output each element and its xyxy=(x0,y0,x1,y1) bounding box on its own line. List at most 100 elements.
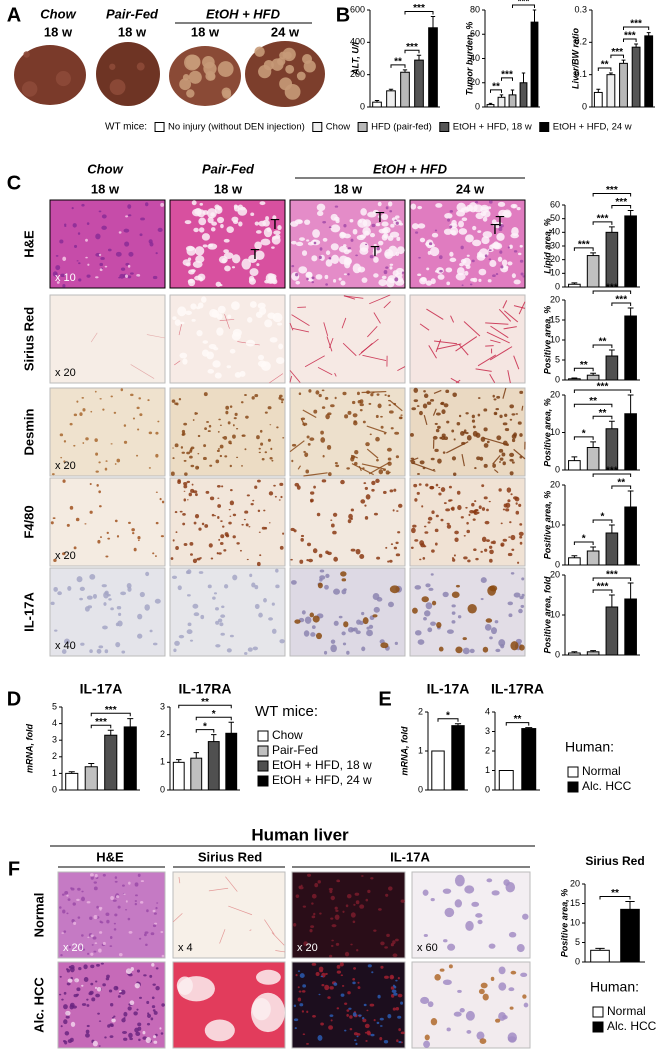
cell xyxy=(61,998,64,1001)
cell xyxy=(426,401,432,405)
error-bar xyxy=(634,43,639,48)
cell xyxy=(352,1012,357,1017)
cell xyxy=(155,986,160,991)
significance-bracket xyxy=(490,89,502,93)
cell xyxy=(137,613,143,620)
cell xyxy=(368,624,374,629)
cell xyxy=(423,934,428,937)
cell xyxy=(484,520,490,525)
cell xyxy=(387,560,390,563)
cell xyxy=(175,531,178,534)
cell xyxy=(198,217,207,226)
cell xyxy=(150,932,155,936)
cell xyxy=(452,558,456,562)
cell xyxy=(102,941,106,946)
cell xyxy=(302,984,307,988)
significance-label: * xyxy=(203,721,207,732)
legend-swatch xyxy=(539,122,550,132)
cell xyxy=(419,237,426,243)
cell xyxy=(76,898,80,901)
error-bar xyxy=(388,88,394,91)
cell xyxy=(199,202,204,206)
cell xyxy=(304,616,312,624)
cell xyxy=(366,629,373,637)
cell xyxy=(79,586,85,592)
cell xyxy=(387,457,392,461)
cell xyxy=(219,622,224,627)
cell xyxy=(362,467,365,470)
cell xyxy=(387,394,391,398)
week-label: 24 w xyxy=(456,181,485,196)
cell xyxy=(517,561,520,564)
cell xyxy=(89,574,96,580)
error-bar xyxy=(107,729,114,736)
y-tick-label: 40 xyxy=(470,53,480,63)
legend-label: HFD (pair-fed) xyxy=(371,122,432,133)
bar xyxy=(644,35,654,108)
cell xyxy=(191,483,194,486)
tumor-mark: T xyxy=(375,209,384,226)
cell xyxy=(183,490,186,492)
cell xyxy=(67,978,73,983)
cell xyxy=(438,646,444,652)
cell xyxy=(519,455,523,459)
cell xyxy=(319,575,326,580)
cell xyxy=(350,517,353,521)
cell xyxy=(443,939,448,943)
fiber xyxy=(490,325,509,339)
cell xyxy=(359,904,365,909)
error-bar xyxy=(193,752,199,759)
cell xyxy=(83,976,89,982)
fiber xyxy=(475,368,492,372)
cell xyxy=(312,229,320,238)
cell xyxy=(155,453,159,458)
cell xyxy=(320,430,324,435)
fiber xyxy=(366,425,387,434)
cell xyxy=(469,648,475,654)
cell xyxy=(334,205,339,208)
cell xyxy=(51,473,55,476)
error-bar xyxy=(510,89,515,95)
cell xyxy=(252,646,259,651)
cell xyxy=(144,604,150,611)
bar xyxy=(624,215,637,288)
fiber xyxy=(351,462,374,476)
fiber xyxy=(130,364,155,379)
y-tick-label: 15 xyxy=(570,898,580,908)
cell xyxy=(384,946,388,949)
bar xyxy=(207,741,220,791)
cell xyxy=(350,943,353,946)
panel-label: D xyxy=(7,688,21,710)
significance-label: *** xyxy=(615,295,627,306)
cell xyxy=(306,542,312,547)
fiber xyxy=(433,340,458,345)
significance-bracket xyxy=(610,54,624,59)
cell xyxy=(389,974,395,980)
cell xyxy=(472,225,477,231)
cell xyxy=(129,1037,133,1041)
cell xyxy=(68,945,71,949)
cell xyxy=(425,602,433,610)
cell xyxy=(394,219,397,222)
cell xyxy=(245,415,249,419)
cell xyxy=(86,595,93,600)
cell xyxy=(454,537,459,543)
significance-label: ** xyxy=(611,888,619,899)
cell xyxy=(491,890,500,896)
y-tick-label: 3 xyxy=(52,735,57,745)
cell xyxy=(352,627,358,632)
cell xyxy=(249,573,253,578)
cell xyxy=(431,600,437,606)
cell xyxy=(523,1002,529,1008)
cell xyxy=(243,518,246,521)
cell xyxy=(507,601,514,606)
micrograph xyxy=(49,567,166,657)
cell xyxy=(414,498,418,502)
cell xyxy=(388,201,393,207)
cell xyxy=(366,626,370,630)
cell xyxy=(389,585,400,594)
y-axis-label: Positive area, fold xyxy=(542,576,552,654)
cell xyxy=(346,893,352,899)
cell xyxy=(148,431,153,435)
cell xyxy=(56,281,60,284)
